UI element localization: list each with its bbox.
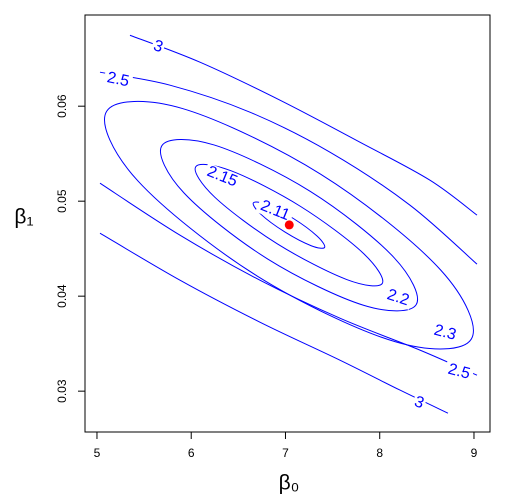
estimate-point: [284, 220, 294, 230]
x-tick-label: 9: [471, 446, 478, 460]
contours: [99, 34, 478, 414]
contour-line: [252, 201, 326, 249]
contour-label: 2.5: [446, 361, 472, 383]
x-tick-label: 6: [188, 446, 195, 460]
contour-line: [160, 138, 418, 312]
contour-label-bg: [202, 162, 242, 192]
contour-line: [194, 163, 384, 287]
contour-line: [99, 34, 478, 414]
contour-label: 2.11: [258, 197, 292, 224]
contour-line: [104, 100, 474, 350]
x-tick-label: 7: [282, 446, 289, 460]
contour-label-bg: [382, 286, 414, 310]
x-tick-label: 5: [94, 446, 101, 460]
contour-label: 2.2: [385, 286, 412, 309]
y-axis-label: β₁: [14, 206, 33, 229]
contour-label-bg: [149, 37, 167, 57]
contour-label: 2.15: [204, 163, 239, 190]
x-tick-label: 8: [376, 446, 383, 460]
contour-label-bg: [410, 393, 428, 413]
y-tick-label: 0.03: [55, 379, 69, 403]
contour-label-bg: [443, 360, 475, 384]
contour-label-bg: [102, 69, 134, 91]
contour-label-bg: [255, 196, 295, 226]
y-tick-label: 0.04: [55, 284, 69, 308]
contour-label-bg: [429, 321, 461, 345]
contour-label: 2.5: [105, 69, 130, 90]
contour-label: 2.3: [432, 322, 458, 344]
x-axis-label: β₀: [279, 472, 300, 495]
plot-box: [84, 14, 491, 433]
contour-line: [99, 71, 478, 376]
y-tick-label: 0.06: [55, 94, 69, 118]
y-tick-label: 0.05: [55, 189, 69, 213]
